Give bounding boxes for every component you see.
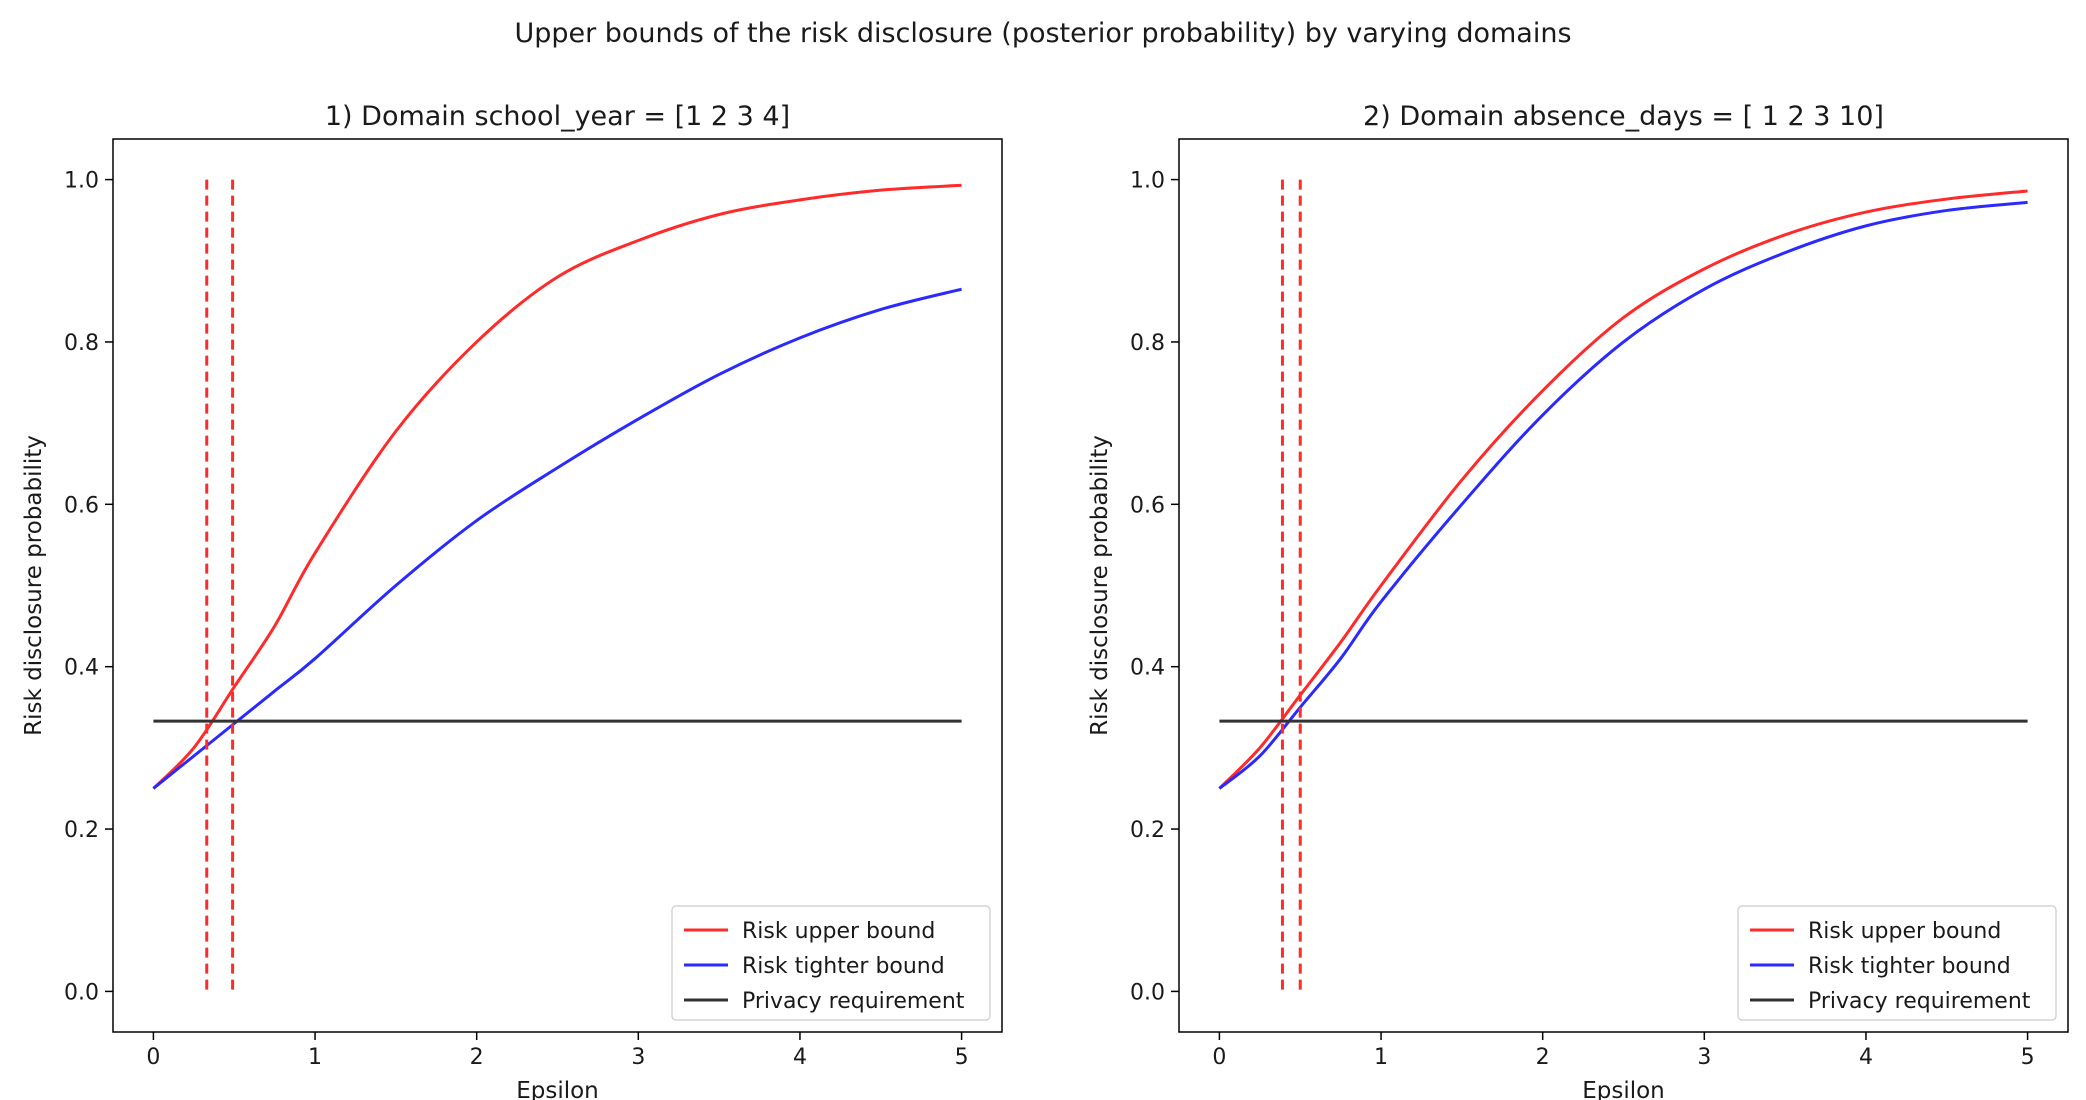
chart-title: 1) Domain school_year = [1 2 3 4] (325, 101, 790, 132)
x-axis-label: Epsilon (1582, 1078, 1665, 1100)
y-tick-label: 0.4 (64, 656, 99, 681)
legend-label: Risk tighter bound (742, 954, 945, 979)
x-axis-label: Epsilon (516, 1078, 599, 1100)
x-tick-label: 5 (2021, 1045, 2035, 1070)
legend-label: Privacy requirement (1808, 989, 2031, 1014)
x-tick-label: 0 (1212, 1045, 1226, 1070)
figure-suptitle: Upper bounds of the risk disclosure (pos… (514, 18, 1572, 49)
legend-label: Risk tighter bound (1808, 954, 2011, 979)
legend-label: Risk upper bound (1808, 919, 2001, 944)
y-tick-label: 0.8 (64, 331, 99, 356)
x-tick-label: 2 (470, 1045, 484, 1070)
y-tick-label: 0.0 (1130, 980, 1165, 1005)
y-axis-label: Risk disclosure probability (1087, 435, 1113, 736)
y-tick-label: 0.2 (1130, 818, 1165, 843)
x-tick-label: 3 (1697, 1045, 1711, 1070)
chart-panel-2: 2) Domain absence_days = [ 1 2 3 10] 0 1 2 3… (1087, 101, 2069, 1100)
series-line (1218, 200, 2028, 790)
x-tick-label: 5 (955, 1045, 969, 1070)
x-tick-label: 2 (1536, 1045, 1550, 1070)
x-tick-label: 1 (1374, 1045, 1388, 1070)
y-tick-label: 0.4 (1130, 656, 1165, 681)
axes-frame (112, 138, 1003, 1033)
chart-title: 2) Domain absence_days = [ 1 2 3 10] (1363, 101, 1884, 132)
legend: Risk upper bound Risk tighter bound Privac… (1737, 905, 2057, 1021)
y-axis-label: Risk disclosure probability (21, 435, 47, 736)
series-line (152, 287, 962, 790)
legend-label: Risk upper bound (742, 919, 935, 944)
x-tick-label: 4 (1859, 1045, 1873, 1070)
axes-frame (1178, 138, 2069, 1033)
y-tick-label: 0.0 (64, 980, 99, 1005)
y-tick-label: 0.8 (1130, 331, 1165, 356)
legend-label: Privacy requirement (742, 989, 965, 1014)
legend-box (1737, 905, 2057, 1021)
x-tick-label: 3 (631, 1045, 645, 1070)
x-tick-label: 4 (793, 1045, 807, 1070)
y-tick-label: 1.0 (64, 169, 99, 194)
chart-panel-1: 1) Domain school_year = [1 2 3 4] 0 1 2 3 4 5 0… (21, 101, 1003, 1100)
y-tick-label: 0.6 (1130, 493, 1165, 518)
x-tick-label: 0 (146, 1045, 160, 1070)
legend: Risk upper bound Risk tighter bound Privac… (671, 905, 991, 1021)
y-tick-label: 1.0 (1130, 169, 1165, 194)
legend-box (671, 905, 991, 1021)
y-tick-label: 0.6 (64, 493, 99, 518)
x-tick-label: 1 (308, 1045, 322, 1070)
series-line (152, 183, 962, 790)
y-tick-label: 0.2 (64, 818, 99, 843)
series-line (1218, 189, 2028, 790)
